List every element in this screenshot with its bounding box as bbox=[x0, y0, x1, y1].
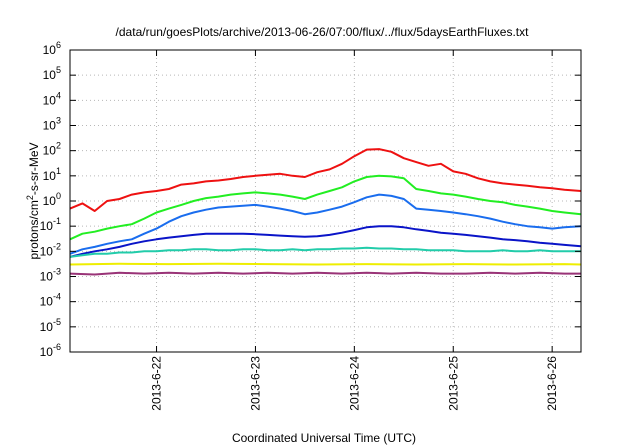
y-tick-label: 100 bbox=[43, 191, 61, 208]
y-tick-label: 106 bbox=[43, 40, 61, 57]
y-tick-label: 103 bbox=[43, 116, 61, 133]
y-tick-label: 105 bbox=[43, 65, 61, 82]
series-line-7 bbox=[69, 271, 581, 276]
chart-title: /data/run/goesPlots/archive/2013-06-26/0… bbox=[116, 25, 530, 39]
series-line-3 bbox=[69, 193, 582, 255]
y-tick-label: 10-2 bbox=[40, 241, 61, 258]
y-tick-label: 10-6 bbox=[40, 342, 61, 359]
y-tick-label: 101 bbox=[43, 166, 61, 183]
y-axis-ticks: 10-6 10-5 10-4 10-3 10-2 10-1 100 101 102 103 104 1… bbox=[40, 40, 581, 359]
x-tick-label: 2013-6-26 bbox=[545, 356, 559, 411]
y-tick-label: 10-3 bbox=[40, 267, 61, 284]
y-axis-label-rest: -s-sr-MeV bbox=[27, 142, 41, 195]
grid-lines bbox=[70, 50, 581, 352]
y-tick-label: 10-5 bbox=[40, 317, 61, 334]
series-line-1 bbox=[69, 148, 582, 212]
y-axis-label: protons/cm2-s-sr-MeV bbox=[25, 142, 41, 259]
data-series bbox=[69, 148, 582, 276]
y-tick-label: 102 bbox=[43, 141, 61, 158]
x-tick-label: 2013-6-23 bbox=[248, 356, 262, 411]
series-line-6 bbox=[69, 262, 582, 266]
x-tick-label: 2013-6-24 bbox=[347, 356, 361, 411]
y-axis-label-exp: 2 bbox=[25, 195, 35, 200]
series-line-4 bbox=[69, 225, 582, 258]
x-tick-label: 2013-6-25 bbox=[446, 356, 460, 411]
y-axis-label-base: protons/cm bbox=[27, 200, 41, 259]
x-tick-label: 2013-6-22 bbox=[150, 356, 164, 411]
y-tick-label: 104 bbox=[43, 90, 61, 107]
series-line-5 bbox=[69, 246, 581, 258]
x-axis-label: Coordinated Universal Time (UTC) bbox=[232, 431, 416, 445]
y-tick-label: 10-4 bbox=[40, 292, 61, 309]
x-axis-ticks: 2013-6-22 2013-6-23 2013-6-24 2013-6-25 2013… bbox=[150, 50, 559, 411]
series-line-2 bbox=[69, 174, 582, 241]
y-tick-label: 10-1 bbox=[40, 216, 61, 233]
